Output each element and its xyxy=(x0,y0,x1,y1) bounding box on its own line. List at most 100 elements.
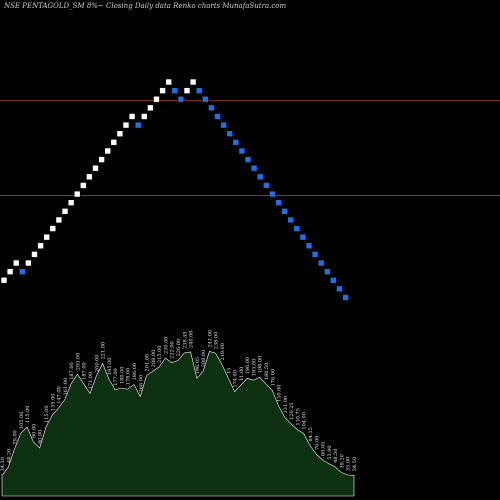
volume-label: 80.00 xyxy=(38,430,44,444)
volume-label: 110.75 xyxy=(295,408,301,426)
volume-label: 174.00 xyxy=(233,370,239,388)
renko-brick-down xyxy=(281,208,288,215)
volume-label: 208.00 xyxy=(201,350,207,368)
volume-label: 193.00 xyxy=(251,359,257,377)
renko-brick-up xyxy=(116,130,124,138)
volume-label: 196.05 xyxy=(195,357,201,375)
renko-brick-up xyxy=(86,173,93,181)
renko-brick-down xyxy=(323,268,331,275)
volume-label: 70.00 xyxy=(314,436,320,450)
renko-brick-up xyxy=(31,251,38,258)
renko-brick-down xyxy=(214,113,221,120)
volume-label: 180.00 xyxy=(119,367,125,385)
renko-brick-down xyxy=(208,104,215,112)
renko-brick-down xyxy=(232,139,240,146)
renko-brick-down xyxy=(226,130,233,138)
volume-label: 39.20 xyxy=(339,454,345,468)
volume-label: 84.15 xyxy=(308,427,314,441)
renko-brick-up xyxy=(49,225,57,232)
renko-brick-down xyxy=(238,147,246,155)
volume-label: 219.00 xyxy=(220,343,226,361)
volume-label: 79.00 xyxy=(13,430,19,444)
volume-label: 161.00 xyxy=(63,378,69,396)
renko-brick-down xyxy=(317,259,325,267)
volume-label: 115.00 xyxy=(25,406,31,424)
volume-label: 115.00 xyxy=(44,406,50,424)
renko-brick-down xyxy=(293,225,301,232)
volume-label: 208.00 xyxy=(151,350,157,368)
renko-brick-down xyxy=(287,216,295,224)
renko-brick-up xyxy=(183,87,191,94)
volume-label: 15 xyxy=(226,368,232,374)
renko-brick-down xyxy=(244,156,252,163)
volume-label: 48.50 xyxy=(333,449,339,463)
renko-brick-up xyxy=(147,104,154,112)
volume-label: 90.00 xyxy=(31,424,37,438)
chart-title: NSE PENTAGOLD_SM 8%~ Closing Daily data … xyxy=(3,2,286,10)
renko-brick-down xyxy=(305,242,313,250)
volume-label: 53.90 xyxy=(327,445,333,459)
volume-label: 221.00 xyxy=(101,342,107,360)
renko-brick-down xyxy=(256,173,264,181)
volume-label: 222.00 xyxy=(170,341,176,359)
renko-brick-down xyxy=(269,190,276,198)
renko-brick-down xyxy=(220,121,227,129)
volume-area xyxy=(1,351,355,497)
renko-brick-down xyxy=(18,268,26,275)
renko-brick-down xyxy=(311,251,319,258)
volume-label: 200.00 xyxy=(94,355,100,373)
volume-label: 176.00 xyxy=(270,369,276,387)
renko-brick-down xyxy=(202,95,209,103)
renko-brick-up xyxy=(104,147,111,155)
renko-brick-up xyxy=(25,259,32,267)
renko-brick-up xyxy=(61,208,69,215)
renko-brick-up xyxy=(12,259,20,267)
renko-brick-up xyxy=(6,268,14,275)
volume-label: 187.00 xyxy=(82,362,88,380)
volume-label: 215.00 xyxy=(157,346,163,364)
renko-brick-down xyxy=(250,164,258,172)
renko-brick-down xyxy=(134,121,142,129)
renko-brick-down xyxy=(342,294,349,301)
volume-label: 35.00 xyxy=(346,457,352,471)
volume-label: 201.00 xyxy=(145,354,151,372)
renko-brick-down xyxy=(330,276,337,284)
volume-label: 104.00 xyxy=(302,412,308,430)
volume-label: 34.50 xyxy=(352,457,358,471)
volume-label: 11.00 xyxy=(239,367,245,381)
volume-label: 171.00 xyxy=(88,372,94,390)
volume-label: 198.00 xyxy=(258,356,264,374)
renko-brick-up xyxy=(67,199,75,206)
volume-label: 196.00 xyxy=(245,357,251,375)
renko-brick-up xyxy=(55,216,63,224)
renko-brick-up xyxy=(153,95,160,103)
volume-label: 195.00 xyxy=(107,358,113,376)
volume-label: 147.00 xyxy=(57,386,63,404)
volume-label: 178.00 xyxy=(126,368,132,386)
renko-brick-down xyxy=(262,182,270,189)
renko-brick-up xyxy=(37,242,44,250)
renko-brick-up xyxy=(80,182,87,189)
volume-label: 177.00 xyxy=(113,368,119,386)
volume-label: 120.25 xyxy=(289,402,295,420)
renko-brick-up xyxy=(122,121,130,129)
volume-label: 240.00 xyxy=(189,331,195,349)
volume-label: 187.00 xyxy=(69,362,75,380)
renko-brick-up xyxy=(110,139,118,146)
volume-label: 186.00 xyxy=(132,363,138,381)
renko-brick-up xyxy=(43,233,51,241)
volume-label: 131.00 xyxy=(283,396,289,414)
volume-label: 241.00 xyxy=(207,330,213,348)
volume-label: 230.00 xyxy=(163,337,169,355)
volume-label: 60.05 xyxy=(321,442,327,456)
volume-label: 105.00 xyxy=(19,412,25,430)
volume-label: 166.00 xyxy=(138,375,144,393)
renko-brick-down xyxy=(299,233,307,241)
renko-brick-down xyxy=(336,285,343,293)
renko-brick-up xyxy=(159,87,166,94)
renko-brick-down xyxy=(195,87,203,94)
volume-label: 135.00 xyxy=(50,394,56,412)
volume-label: 48.20 xyxy=(6,449,12,463)
volume-label: 150.00 xyxy=(277,385,283,403)
